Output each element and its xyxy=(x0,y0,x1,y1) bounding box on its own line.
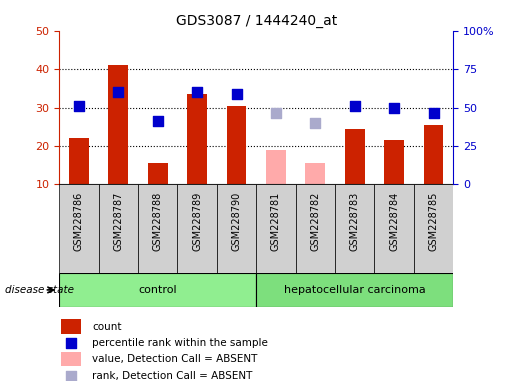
Bar xyxy=(109,65,128,184)
Bar xyxy=(335,184,374,273)
Point xyxy=(311,120,319,126)
Bar xyxy=(99,184,138,273)
Bar xyxy=(256,184,296,273)
Bar xyxy=(69,138,89,184)
Bar xyxy=(59,273,256,307)
Point xyxy=(232,91,241,97)
Bar xyxy=(414,184,453,273)
Point xyxy=(351,103,359,109)
Point xyxy=(390,104,398,111)
Bar xyxy=(305,163,325,184)
Text: control: control xyxy=(139,285,177,295)
Text: hepatocellular carcinoma: hepatocellular carcinoma xyxy=(284,285,425,295)
Text: GSM228784: GSM228784 xyxy=(389,191,399,251)
Point xyxy=(75,103,83,109)
Point xyxy=(114,89,123,95)
Bar xyxy=(374,184,414,273)
Text: GSM228790: GSM228790 xyxy=(232,191,242,251)
Bar xyxy=(296,184,335,273)
Bar xyxy=(177,184,217,273)
Bar xyxy=(59,184,99,273)
Point xyxy=(66,340,75,346)
Text: GSM228785: GSM228785 xyxy=(428,191,438,251)
Text: disease state: disease state xyxy=(5,285,74,295)
Bar xyxy=(148,163,167,184)
Text: GSM228782: GSM228782 xyxy=(311,191,320,251)
Point xyxy=(430,110,438,116)
Bar xyxy=(384,140,404,184)
Text: GSM228788: GSM228788 xyxy=(153,191,163,251)
Text: percentile rank within the sample: percentile rank within the sample xyxy=(92,338,268,348)
Text: GSM228789: GSM228789 xyxy=(192,191,202,251)
Text: GSM228783: GSM228783 xyxy=(350,191,359,251)
Point xyxy=(66,372,75,379)
Text: value, Detection Call = ABSENT: value, Detection Call = ABSENT xyxy=(92,354,258,364)
Bar xyxy=(256,273,453,307)
Bar xyxy=(266,150,286,184)
Text: count: count xyxy=(92,322,122,332)
Bar xyxy=(227,106,246,184)
Point xyxy=(272,110,280,116)
Bar xyxy=(187,94,207,184)
Bar xyxy=(138,184,177,273)
Text: rank, Detection Call = ABSENT: rank, Detection Call = ABSENT xyxy=(92,371,253,381)
Title: GDS3087 / 1444240_at: GDS3087 / 1444240_at xyxy=(176,14,337,28)
Text: GSM228781: GSM228781 xyxy=(271,191,281,251)
Bar xyxy=(61,352,81,366)
Point xyxy=(193,89,201,95)
Bar xyxy=(217,184,256,273)
Bar xyxy=(61,319,81,334)
Point xyxy=(153,118,162,124)
Text: GSM228786: GSM228786 xyxy=(74,191,84,251)
Bar xyxy=(424,125,443,184)
Text: GSM228787: GSM228787 xyxy=(113,191,123,251)
Bar xyxy=(345,129,365,184)
